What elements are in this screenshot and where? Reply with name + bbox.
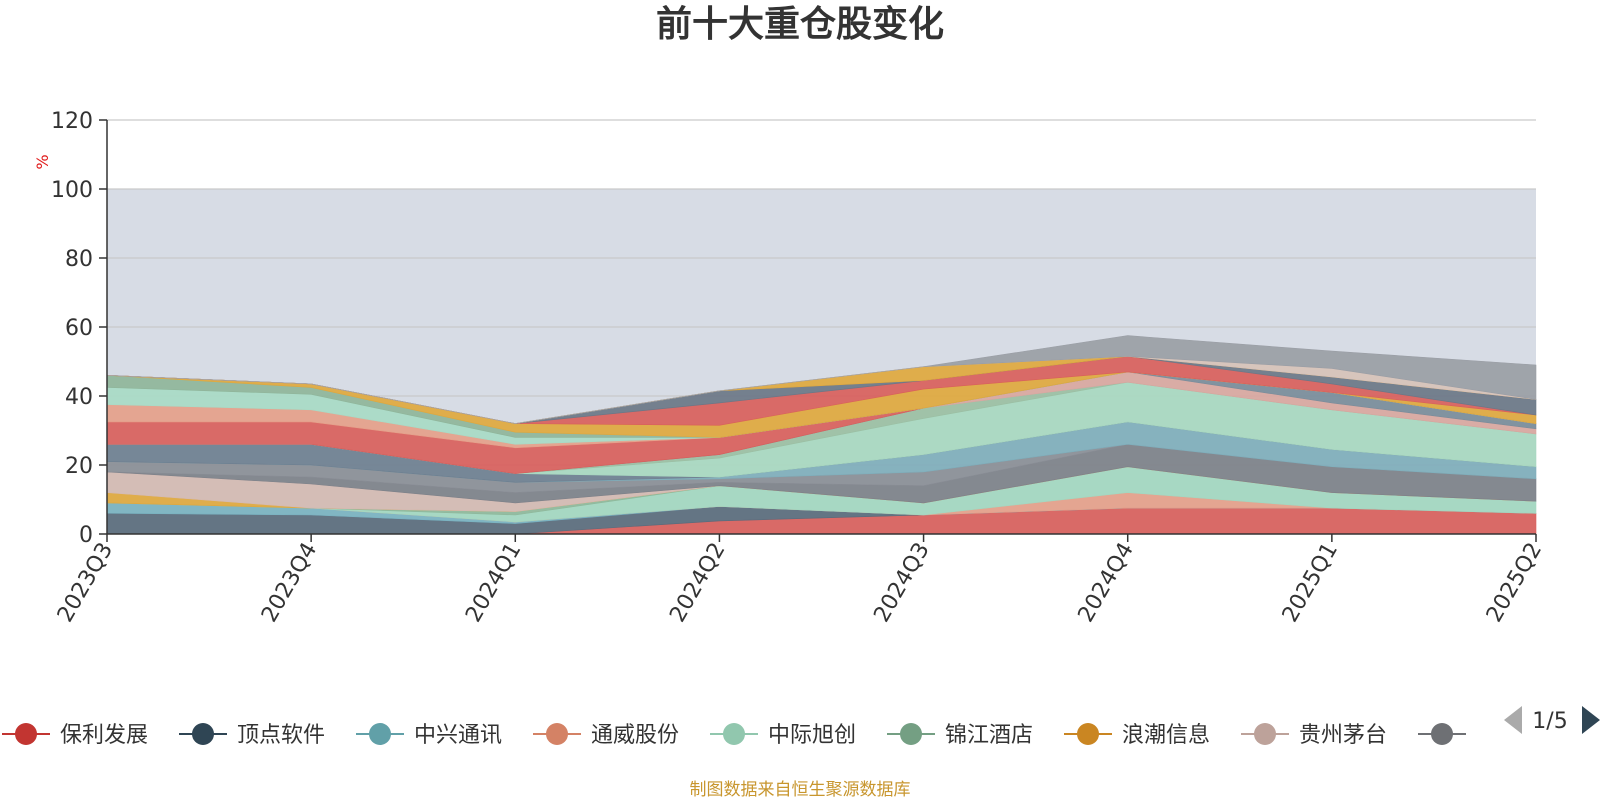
- legend-label: 锦江酒店: [945, 723, 1033, 748]
- x-tick-label: 2025Q2: [1482, 539, 1547, 627]
- y-tick-label: 100: [51, 178, 93, 203]
- y-tick-label: 120: [51, 109, 93, 134]
- y-tick-label: 80: [65, 247, 93, 272]
- y-axis-unit: %: [33, 154, 52, 169]
- legend-prev-icon[interactable]: [1504, 706, 1522, 734]
- legend-marker: [900, 723, 922, 745]
- y-tick-label: 0: [79, 523, 93, 548]
- legend-marker: [15, 723, 37, 745]
- legend-item[interactable]: 顶点软件: [179, 723, 325, 748]
- legend-marker: [369, 723, 391, 745]
- legend-marker: [1254, 723, 1276, 745]
- legend-label: 中际旭创: [768, 723, 856, 748]
- legend-label: 顶点软件: [237, 723, 325, 748]
- legend: 保利发展 顶点软件 中兴通讯 通威股份 中际旭创 锦江酒店 浪潮信息 贵州茅台: [2, 723, 1466, 748]
- legend-marker: [192, 723, 214, 745]
- legend-item[interactable]: 浪潮信息: [1064, 723, 1210, 748]
- legend-item[interactable]: 中际旭创: [710, 723, 856, 748]
- plot-area: 0 20 40 60 80 100 120 2023Q3 2023Q4 2024Q1 2024Q2…: [51, 109, 1547, 627]
- x-tick-label: 2024Q2: [665, 539, 730, 627]
- chart-title: 前十大重仓股变化: [656, 3, 944, 45]
- legend-item[interactable]: [1418, 723, 1466, 745]
- legend-page-indicator: 1/5: [1532, 709, 1567, 734]
- stacked-areas: [106, 335, 1537, 535]
- legend-marker: [1077, 723, 1099, 745]
- legend-pager: 1/5: [1504, 706, 1600, 734]
- legend-label: 保利发展: [60, 723, 148, 748]
- y-tick-label: 60: [65, 316, 93, 341]
- data-source-note: 制图数据来自恒生聚源数据库: [690, 780, 911, 800]
- legend-label: 贵州茅台: [1299, 723, 1387, 748]
- legend-marker: [546, 723, 568, 745]
- x-tick-label: 2024Q4: [1074, 539, 1139, 627]
- legend-label: 中兴通讯: [414, 723, 502, 748]
- legend-label: 通威股份: [591, 723, 679, 748]
- x-ticks: 2023Q3 2023Q4 2024Q1 2024Q2 2024Q3 2024Q4 2025…: [53, 534, 1547, 627]
- legend-item[interactable]: 保利发展: [2, 723, 148, 748]
- legend-next-icon[interactable]: [1582, 706, 1600, 734]
- y-tick-label: 20: [65, 454, 93, 479]
- y-ticks: 0 20 40 60 80 100 120: [51, 109, 107, 548]
- x-tick-label: 2023Q4: [257, 539, 322, 627]
- legend-item[interactable]: 中兴通讯: [356, 723, 502, 748]
- x-tick-label: 2023Q3: [53, 539, 118, 627]
- legend-item[interactable]: 贵州茅台: [1241, 723, 1387, 748]
- x-tick-label: 2024Q3: [869, 539, 934, 627]
- legend-label: 浪潮信息: [1122, 723, 1210, 748]
- legend-marker: [1431, 723, 1453, 745]
- y-tick-label: 40: [65, 385, 93, 410]
- area-series: [106, 335, 1537, 424]
- x-tick-label: 2025Q1: [1278, 539, 1343, 627]
- legend-item[interactable]: 锦江酒店: [887, 723, 1033, 748]
- x-tick-label: 2024Q1: [461, 539, 526, 627]
- legend-marker: [723, 723, 745, 745]
- legend-item[interactable]: 通威股份: [533, 723, 679, 748]
